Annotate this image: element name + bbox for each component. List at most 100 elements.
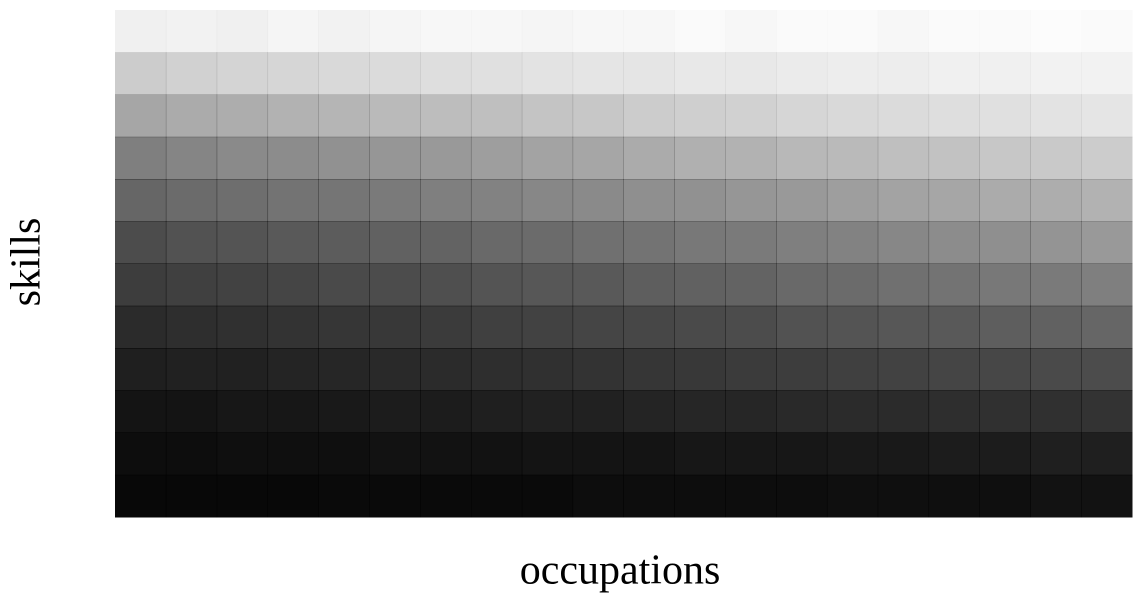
cell — [470, 390, 523, 433]
cell — [877, 179, 930, 222]
cell — [928, 305, 980, 349]
cell — [1030, 94, 1082, 138]
cell — [470, 94, 523, 138]
cell — [521, 348, 574, 391]
cell — [470, 263, 523, 307]
cell — [674, 263, 726, 307]
cell — [572, 432, 624, 476]
cell — [928, 474, 980, 518]
cell — [470, 221, 523, 264]
cell — [470, 305, 523, 349]
cell — [165, 263, 218, 307]
cell — [216, 179, 269, 222]
cell — [624, 10, 675, 53]
cell — [979, 348, 1031, 391]
cell — [369, 179, 421, 222]
cell — [318, 263, 370, 307]
cell — [216, 52, 269, 95]
cell — [725, 179, 777, 222]
cell — [1030, 10, 1081, 53]
cell — [267, 136, 319, 180]
cell — [826, 474, 879, 518]
cell — [572, 94, 624, 138]
cell — [267, 221, 319, 264]
cell — [267, 179, 319, 222]
cell — [623, 305, 675, 349]
cell — [369, 348, 421, 391]
cell — [318, 94, 370, 138]
cell — [1081, 136, 1133, 180]
cell — [725, 305, 777, 349]
cell — [521, 52, 574, 95]
cell — [928, 52, 980, 95]
cell — [674, 348, 726, 391]
cell — [776, 52, 828, 95]
cell — [826, 221, 879, 264]
cell — [826, 94, 879, 138]
cell — [115, 52, 167, 95]
cell — [572, 474, 624, 518]
cell — [1030, 390, 1082, 433]
cell — [877, 136, 930, 180]
cell — [776, 390, 828, 433]
cell — [470, 474, 523, 518]
cell — [521, 263, 574, 307]
cell — [979, 179, 1031, 222]
cell — [420, 305, 472, 349]
cell — [318, 348, 370, 391]
cell — [623, 474, 675, 518]
cell — [1030, 305, 1082, 349]
cell — [877, 432, 930, 476]
cell — [826, 305, 879, 349]
cell — [674, 390, 726, 433]
cell — [267, 94, 319, 138]
cell — [776, 474, 828, 518]
cell — [470, 432, 523, 476]
cell — [165, 10, 218, 53]
cell — [979, 474, 1031, 518]
cell — [826, 390, 879, 433]
cell — [572, 136, 624, 180]
cell — [267, 348, 319, 391]
cell — [725, 474, 777, 518]
cell — [115, 94, 167, 138]
cell — [877, 390, 930, 433]
cell — [369, 305, 421, 349]
cell — [929, 10, 980, 53]
cell — [115, 474, 167, 518]
cell — [165, 305, 218, 349]
cell — [165, 474, 218, 518]
cell — [115, 263, 167, 307]
cell — [1081, 263, 1133, 307]
cell — [623, 179, 675, 222]
cell — [369, 263, 421, 307]
cell — [420, 432, 472, 476]
cell — [216, 348, 269, 391]
cell — [572, 221, 624, 264]
cell — [267, 263, 319, 307]
cell — [369, 52, 421, 95]
cell — [725, 390, 777, 433]
cell — [521, 179, 574, 222]
cell — [776, 348, 828, 391]
cell — [369, 136, 421, 180]
cell — [674, 10, 725, 53]
cell — [674, 179, 726, 222]
cell — [776, 432, 828, 476]
cell — [1030, 348, 1082, 391]
cell — [674, 221, 726, 264]
cell — [826, 136, 879, 180]
cell — [165, 348, 218, 391]
cell — [1081, 52, 1133, 95]
cell — [572, 52, 624, 95]
cell — [776, 221, 828, 264]
cell — [470, 179, 523, 222]
cell — [165, 221, 218, 264]
cell — [318, 390, 370, 433]
cell — [725, 432, 777, 476]
cell — [1081, 221, 1133, 264]
cell — [216, 94, 269, 138]
cell — [420, 10, 471, 53]
cell — [573, 10, 624, 53]
cell — [979, 10, 1030, 53]
